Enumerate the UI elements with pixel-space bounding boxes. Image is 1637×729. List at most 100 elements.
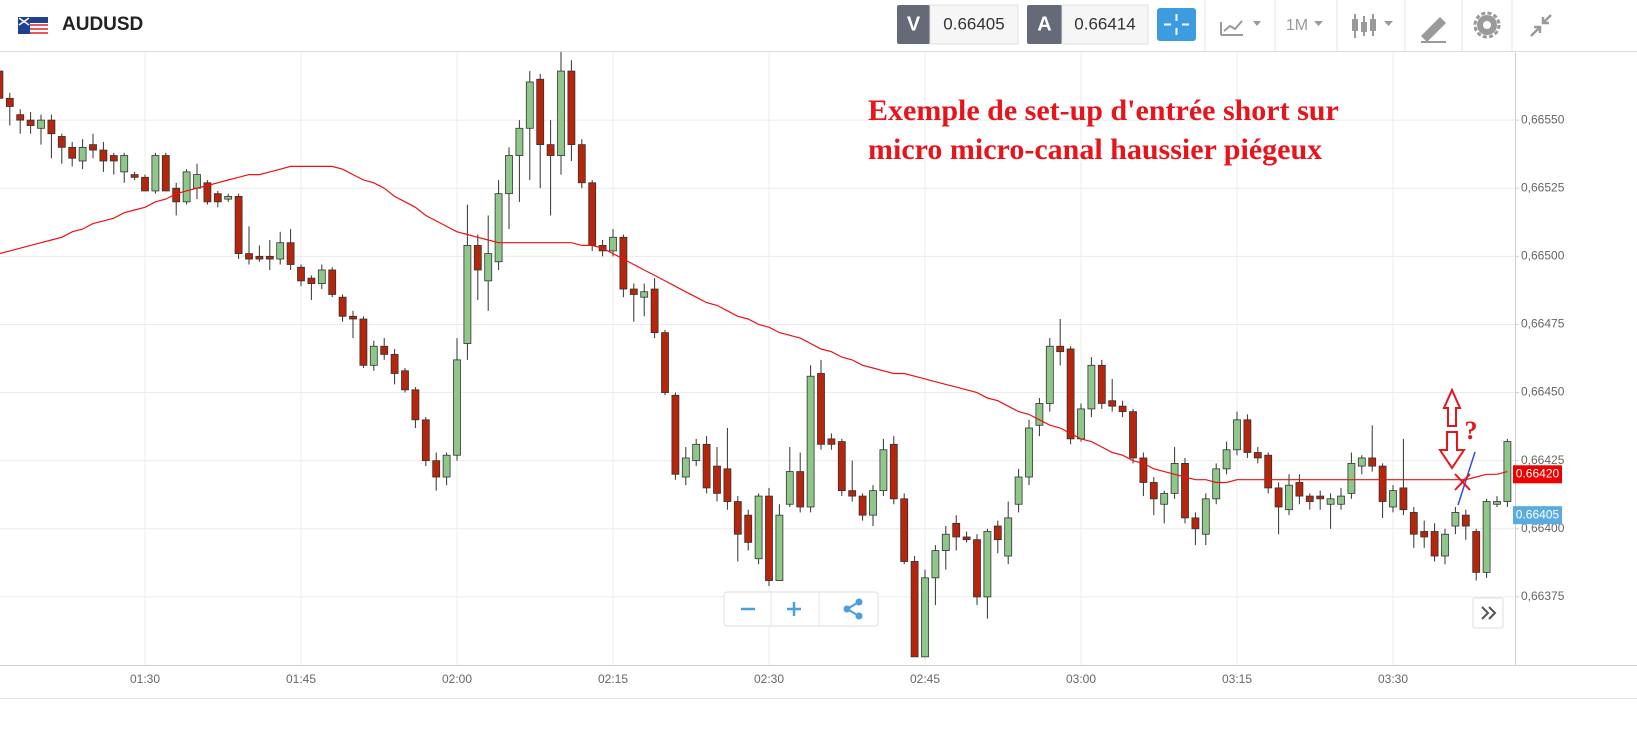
zoom-controls [723,591,879,627]
timeframe-button[interactable]: 1M [1286,17,1323,34]
candle-body [47,119,56,135]
candle-body [68,146,77,159]
ask-badge[interactable] [1027,5,1062,44]
candle-body [775,514,784,581]
bid-box[interactable] [929,4,1019,45]
candle-body [1035,403,1044,426]
axes: 0,66375 0,66400 0,66425 0,66450 0,66475 0,665… [130,112,1565,686]
x-tick-label: 03:30 [1378,672,1408,686]
candle-body [609,236,617,252]
candle-body [1097,364,1106,404]
candle-body [973,539,981,598]
chart-type-button[interactable] [1220,20,1261,36]
candle-body [442,454,451,478]
candle-body [421,419,430,462]
candle-body [224,195,233,200]
candle-body [952,522,961,538]
settings-button[interactable] [1473,11,1501,39]
candle-body [151,155,160,192]
candle-body [0,70,4,99]
x-tick-label: 02:15 [598,672,628,686]
toolbar-bg [0,0,1637,52]
candle-body [765,495,773,581]
candle-style-button[interactable] [1352,14,1393,38]
draw-tools-button[interactable] [1421,17,1446,43]
candle-body [837,441,846,492]
candle-body [713,465,721,494]
y-tick-label: 0,66400 [1521,521,1565,535]
candle-body [577,144,586,184]
candle-body [484,253,493,282]
question-mark: ? [1465,416,1478,445]
candle-body [328,269,337,295]
candle-body [99,149,108,162]
candle-body [1368,457,1377,467]
x-tick-label: 03:15 [1222,672,1252,686]
minimize-button[interactable] [1530,14,1552,37]
candle-body [869,490,877,516]
candle-body [1222,449,1231,470]
candle-body [692,443,701,462]
candle-body [26,119,35,126]
candle-body [785,471,794,505]
candle-body [1347,462,1356,494]
candle-body [193,174,201,189]
candle-body [1316,495,1325,500]
candle-body [1253,452,1262,459]
up-arrow [1442,387,1462,427]
y-tick-label: 0,66500 [1521,249,1565,263]
candle-body [1295,482,1304,497]
candle-body [1160,492,1169,505]
candle-body [494,193,503,263]
candle-body [993,525,1002,541]
grid [0,52,1515,665]
candle-body [723,468,732,502]
candle-body [962,536,971,541]
bid-badge[interactable] [897,5,930,44]
scroll-right-button[interactable] [1472,597,1504,629]
candle-body [588,182,597,246]
candle-body [369,345,378,366]
share-button[interactable] [843,598,863,620]
candle-body [1004,517,1013,557]
symbol[interactable]: AUDUSD [62,14,143,35]
candle-body [1129,411,1137,459]
zoom-in-button[interactable] [787,602,801,616]
candle-body [879,449,888,492]
candle-body [463,245,472,344]
candle-body [1472,531,1481,573]
candle-body [432,460,441,478]
candle-body [619,236,628,290]
crosshair-button[interactable] [1157,8,1196,41]
candle-body [1087,364,1096,410]
x-tick-label: 03:00 [1066,672,1096,686]
candle-body [182,171,191,203]
candle-body [1305,495,1314,502]
candle-body [1493,501,1501,505]
candle-body [1389,490,1397,508]
candle-body [130,174,139,178]
candle-body [380,345,389,355]
candle-body [557,70,565,156]
ask-box[interactable] [1061,4,1149,45]
candle-body [141,176,149,192]
ask-label: A [1037,13,1051,35]
candle-body [317,269,326,284]
candle-body [536,78,545,146]
candle-body [234,195,243,255]
candle-body [900,498,909,562]
candle-body [661,332,669,393]
plot [0,52,1512,658]
candle-body [889,443,898,500]
candle-body [78,146,87,162]
candle-body [1149,482,1158,500]
candle-body [265,255,274,260]
bid-label: V [907,13,921,35]
candle-body [1326,498,1335,505]
candle-body [1243,419,1252,453]
candle-body [983,531,992,598]
candle-body [941,533,950,551]
timeframe[interactable]: 1M [1286,17,1308,34]
x-tick-label: 01:30 [130,672,160,686]
x-tick-label: 02:45 [910,672,940,686]
